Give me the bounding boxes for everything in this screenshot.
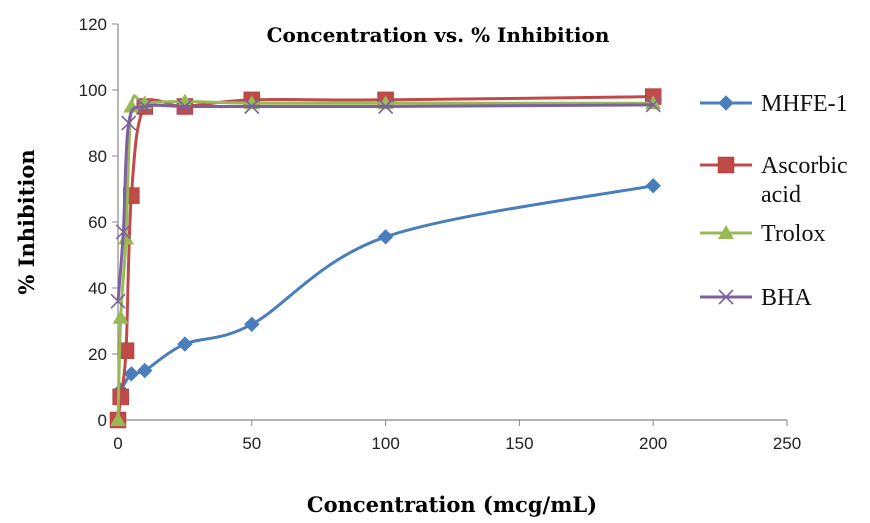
data-point-trolox xyxy=(110,412,126,426)
series-line-trolox xyxy=(116,94,654,421)
marker-stroke xyxy=(718,289,734,305)
data-point-bha xyxy=(110,293,126,309)
legend-item-ascorbic-acid: Ascorbic acid xyxy=(700,153,848,208)
data-point-bha xyxy=(177,98,193,115)
x-tick-label: 100 xyxy=(371,434,399,453)
legend-marker-ascorbic-acid xyxy=(717,156,735,174)
series-mhfe-1 xyxy=(112,177,661,399)
marker-stroke xyxy=(121,115,137,131)
x-tick-label: 50 xyxy=(242,434,261,453)
data-point-bha xyxy=(115,224,131,240)
data-point-mhfe-1 xyxy=(177,336,193,352)
y-tick-label: 80 xyxy=(88,147,107,166)
plot-area xyxy=(109,88,662,429)
series-line-mhfe-1 xyxy=(119,184,654,392)
x-tick-label: 200 xyxy=(639,434,667,453)
data-point-trolox xyxy=(118,230,135,245)
series-ascorbic-acid xyxy=(109,88,662,429)
marker-stroke xyxy=(115,224,131,240)
y-tick-label: 20 xyxy=(88,345,107,364)
marker-stroke xyxy=(645,97,661,113)
axes: 0 20 40 60 80 100 120 0 50 100 150 200 250 xyxy=(79,15,802,453)
data-point-bha xyxy=(137,98,153,115)
x-axis-title: Concentration (mcg/mL) xyxy=(307,492,597,517)
data-point-mhfe-1 xyxy=(137,362,153,379)
legend-label-ascorbic-acid: Ascorbic acid xyxy=(761,153,848,208)
legend-label-bha: BHA xyxy=(761,285,812,311)
y-tick-label: 0 xyxy=(98,411,107,430)
marker-stroke xyxy=(110,293,126,309)
data-point-bha xyxy=(121,115,137,131)
y-axis-title: % Inhibition xyxy=(14,149,39,294)
legend-marker-trolox xyxy=(718,225,734,239)
legend-marker-bha xyxy=(718,289,734,305)
series-trolox xyxy=(110,93,662,426)
y-tick-label: 40 xyxy=(88,279,107,298)
x-tick-label: 150 xyxy=(505,434,533,453)
series-bha xyxy=(110,97,661,309)
legend-label-line: Ascorbic xyxy=(761,153,848,179)
data-point-mhfe-1 xyxy=(244,316,260,333)
data-point-ascorbic-acid xyxy=(117,342,135,359)
data-point-bha xyxy=(645,97,661,113)
series-line-ascorbic-acid xyxy=(116,95,654,421)
data-point-mhfe-1 xyxy=(645,177,661,194)
legend-item-mhfe-1: MHFE-1 xyxy=(700,91,848,117)
x-tick-label: 250 xyxy=(773,434,801,453)
legend-label-line: acid xyxy=(761,182,801,208)
data-point-mhfe-1 xyxy=(123,366,140,382)
data-point-trolox xyxy=(176,93,193,108)
legend-marker-mhfe-1 xyxy=(718,95,734,111)
legend: MHFE-1 Ascorbic acid Trolox BHA xyxy=(700,91,848,311)
y-tick-label: 120 xyxy=(79,15,107,34)
series-line-bha xyxy=(116,103,654,302)
data-point-mhfe-1 xyxy=(377,229,394,245)
marker-stroke xyxy=(244,98,260,115)
data-point-trolox xyxy=(112,309,129,324)
data-point-ascorbic-acid xyxy=(112,388,129,406)
marker-stroke xyxy=(177,98,193,115)
legend-item-bha: BHA xyxy=(700,285,812,311)
data-point-bha xyxy=(378,98,394,115)
legend-label-trolox: Trolox xyxy=(761,221,825,247)
legend-label-mhfe-1: MHFE-1 xyxy=(761,91,848,117)
legend-item-trolox: Trolox xyxy=(700,221,825,247)
chart-title: Concentration vs. % Inhibition xyxy=(267,23,610,47)
y-tick-label: 100 xyxy=(79,81,107,100)
y-tick-label: 60 xyxy=(88,213,107,232)
x-tick-label: 0 xyxy=(113,434,122,453)
data-point-bha xyxy=(244,98,260,115)
marker-stroke xyxy=(378,98,394,115)
marker-stroke xyxy=(137,98,153,115)
